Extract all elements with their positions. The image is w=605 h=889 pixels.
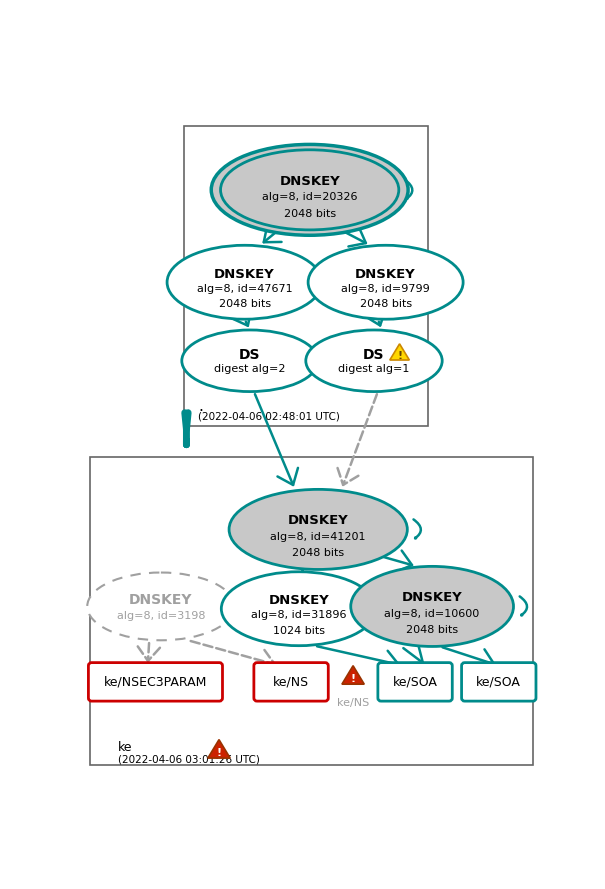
- Text: 2048 bits: 2048 bits: [218, 300, 270, 309]
- FancyArrowPatch shape: [405, 180, 413, 199]
- Text: ke/SOA: ke/SOA: [476, 676, 522, 688]
- Text: 2048 bits: 2048 bits: [359, 300, 411, 309]
- Text: alg=8, id=10600: alg=8, id=10600: [385, 609, 480, 619]
- Text: alg=8, id=3198: alg=8, id=3198: [117, 611, 205, 621]
- Text: alg=8, id=47671: alg=8, id=47671: [197, 284, 292, 294]
- Text: 1024 bits: 1024 bits: [273, 626, 325, 636]
- Text: DNSKEY: DNSKEY: [269, 594, 329, 607]
- Text: DS: DS: [239, 348, 261, 362]
- FancyArrowPatch shape: [413, 519, 421, 538]
- Text: alg=8, id=9799: alg=8, id=9799: [341, 284, 430, 294]
- Bar: [184, 126, 428, 426]
- Text: ke/NS: ke/NS: [337, 698, 369, 708]
- Text: DNSKEY: DNSKEY: [288, 514, 348, 527]
- Ellipse shape: [229, 489, 407, 570]
- Text: DNSKEY: DNSKEY: [129, 593, 192, 607]
- Text: DNSKEY: DNSKEY: [280, 174, 340, 188]
- Text: ke/SOA: ke/SOA: [393, 676, 437, 688]
- Ellipse shape: [221, 572, 376, 645]
- Text: ke/NSEC3PARAM: ke/NSEC3PARAM: [104, 676, 207, 688]
- Text: !: !: [217, 749, 221, 758]
- Text: DNSKEY: DNSKEY: [402, 591, 462, 605]
- Text: alg=8, id=31896: alg=8, id=31896: [251, 611, 347, 621]
- FancyBboxPatch shape: [88, 662, 223, 701]
- Text: digest alg=1: digest alg=1: [338, 364, 410, 374]
- FancyBboxPatch shape: [254, 662, 329, 701]
- Ellipse shape: [221, 150, 399, 230]
- Text: 2048 bits: 2048 bits: [406, 626, 458, 636]
- Text: ke/NS: ke/NS: [273, 676, 309, 688]
- FancyBboxPatch shape: [462, 662, 536, 701]
- Text: digest alg=2: digest alg=2: [214, 364, 286, 374]
- Ellipse shape: [167, 245, 322, 319]
- Ellipse shape: [351, 566, 514, 646]
- FancyArrowPatch shape: [520, 597, 527, 615]
- Text: !: !: [397, 350, 402, 361]
- Text: alg=8, id=20326: alg=8, id=20326: [262, 192, 358, 202]
- Text: .: .: [198, 399, 203, 414]
- Ellipse shape: [308, 245, 463, 319]
- Text: DNSKEY: DNSKEY: [214, 268, 275, 281]
- Text: DNSKEY: DNSKEY: [355, 268, 416, 281]
- Text: (2022-04-06 03:01:26 UTC): (2022-04-06 03:01:26 UTC): [118, 755, 260, 765]
- Ellipse shape: [306, 330, 442, 391]
- Polygon shape: [208, 740, 230, 758]
- Text: 2048 bits: 2048 bits: [284, 209, 336, 219]
- FancyBboxPatch shape: [378, 662, 453, 701]
- Text: ke: ke: [118, 741, 132, 754]
- Ellipse shape: [211, 144, 408, 236]
- Ellipse shape: [182, 330, 318, 391]
- Bar: [90, 457, 533, 765]
- Polygon shape: [390, 344, 410, 360]
- Text: DS: DS: [363, 348, 385, 362]
- Text: (2022-04-06 02:48:01 UTC): (2022-04-06 02:48:01 UTC): [198, 412, 340, 422]
- Text: !: !: [350, 674, 356, 685]
- Text: alg=8, id=41201: alg=8, id=41201: [270, 532, 366, 541]
- Polygon shape: [342, 666, 364, 685]
- Text: 2048 bits: 2048 bits: [292, 549, 344, 558]
- Ellipse shape: [87, 573, 235, 640]
